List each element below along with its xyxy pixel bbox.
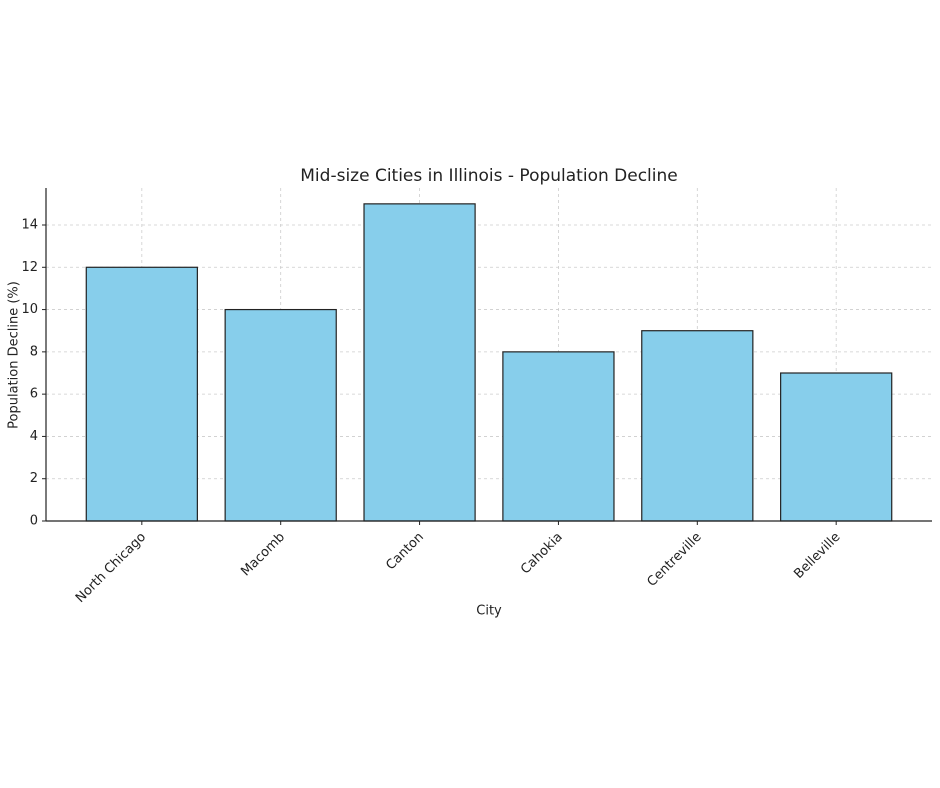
x-tick-label: North Chicago: [73, 530, 149, 606]
y-tick-label: 0: [30, 514, 38, 529]
y-tick-label: 4: [30, 429, 38, 444]
bar: [641, 330, 754, 522]
y-axis-label: Population Decline (%): [7, 281, 22, 429]
bar: [363, 203, 476, 522]
y-tick-label: 6: [30, 387, 38, 402]
x-tick-label: Canton: [383, 530, 427, 574]
bar: [85, 266, 198, 522]
bar: [780, 372, 893, 522]
bar: [224, 308, 337, 522]
x-tick-label: Macomb: [238, 530, 288, 580]
x-tick-label: Belleville: [791, 530, 843, 582]
y-tick-label: 8: [30, 344, 38, 359]
y-tick-label: 10: [21, 302, 38, 317]
y-tick-label: 2: [30, 471, 38, 486]
chart-title: Mid-size Cities in Illinois - Population…: [300, 166, 677, 186]
x-axis-label: City: [476, 604, 502, 619]
x-tick-label: Cahokia: [518, 530, 566, 578]
y-tick-label: 12: [21, 260, 38, 275]
bar: [502, 351, 615, 522]
y-tick-label: 14: [21, 218, 38, 233]
x-tick-label: Centreville: [645, 530, 705, 590]
